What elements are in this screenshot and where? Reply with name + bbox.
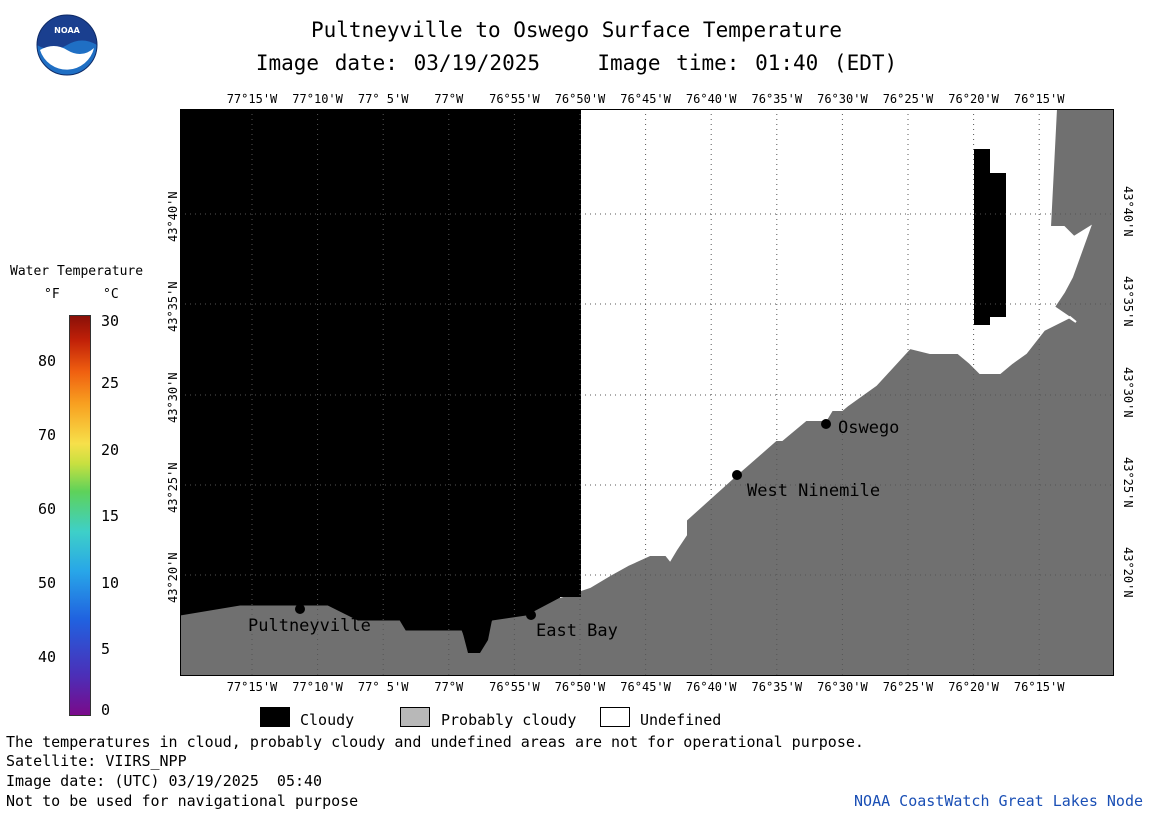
time-label: Image time:: [597, 51, 740, 75]
lon-label: 77°10'W: [292, 92, 343, 106]
lat-label: 43°30'N: [166, 372, 180, 423]
lon-label: 76°45'W: [620, 680, 671, 694]
map-border: [180, 109, 1114, 676]
lon-label: 77°15'W: [226, 92, 278, 106]
credit-link[interactable]: NOAA CoastWatch Great Lakes Node: [854, 792, 1143, 810]
scale-tick-f: 60: [38, 500, 57, 518]
scale-tick-f: 40: [38, 648, 57, 666]
cloud-streak-east: [974, 149, 1006, 325]
lon-label: 77°W: [434, 92, 464, 106]
east-bay-marker: [526, 610, 536, 620]
lon-label: 76°50'W: [554, 680, 606, 694]
scale-tick-f: 70: [38, 426, 57, 444]
legend-cloudy-swatch: [260, 707, 290, 727]
legend-undefined-swatch: [600, 707, 630, 727]
lat-label: 43°30'N: [1121, 367, 1135, 418]
graticule: [180, 109, 1114, 676]
lon-label: 76°35'W: [751, 92, 803, 106]
satellite-text: Satellite: VIIRS_NPP: [6, 752, 187, 770]
east-bay-label: East Bay: [536, 621, 618, 641]
pultneyville-marker: [295, 604, 305, 614]
lon-label: 77° 5'W: [357, 92, 409, 106]
noaa-logo-text: NOAA: [54, 26, 80, 35]
pultneyville-label: Pultneyville: [248, 616, 371, 636]
utc-date-text: Image date: (UTC) 03/19/2025 05:40: [6, 772, 323, 790]
navigation-warning: Not to be used for navigational purpose: [6, 792, 359, 810]
legend-probably-cloudy-label: Probably cloudy: [441, 711, 577, 729]
lon-label: 77°10'W: [292, 680, 343, 694]
temperature-map: [180, 109, 1114, 676]
coastline: [559, 109, 1092, 598]
lon-label: 76°40'W: [685, 92, 737, 106]
scale-tick-c: 25: [101, 374, 120, 392]
lat-label: 43°35'N: [166, 281, 180, 332]
scale-tick-c: 10: [101, 574, 120, 592]
lat-label: 43°25'N: [1121, 457, 1135, 508]
date-value: 03/19/2025: [413, 51, 541, 75]
lon-label: 76°15'W: [1013, 680, 1065, 694]
disclaimer-text: The temperatures in cloud, probably clou…: [6, 733, 864, 751]
lat-label: 43°35'N: [1121, 276, 1135, 327]
cloud-mass-west: [180, 109, 581, 653]
scale-tick-c: 5: [101, 640, 111, 658]
lon-label: 76°50'W: [554, 92, 606, 106]
legend-probably-cloudy-swatch: [400, 707, 430, 727]
lon-label: 76°25'W: [882, 92, 934, 106]
lon-label: 77° 5'W: [357, 680, 409, 694]
scale-tick-c: 30: [101, 312, 120, 330]
scale-tick-c: 20: [101, 441, 120, 459]
lon-label: 76°20'W: [948, 680, 999, 694]
oswego-label: Oswego: [838, 418, 900, 438]
lat-label: 43°25'N: [166, 462, 180, 513]
lon-label: 77°15'W: [226, 680, 278, 694]
scale-tick-f: 80: [38, 352, 57, 370]
image-datetime: Image date: 03/19/2025 Image time: 01:40…: [0, 51, 1153, 75]
scale-tick-c: 0: [101, 701, 111, 719]
lon-label: 76°30'W: [817, 92, 868, 106]
lon-label: 76°15'W: [1013, 92, 1065, 106]
lat-label: 43°20'N: [1121, 547, 1135, 598]
west-ninemile-label: West Ninemile: [747, 481, 881, 501]
color-scale-bar: [69, 315, 91, 716]
lon-label: 76°45'W: [620, 92, 671, 106]
noaa-logo: NOAA: [36, 14, 98, 76]
time-value: 01:40 (EDT): [755, 51, 898, 75]
legend-undefined-label: Undefined: [640, 711, 722, 729]
scale-tick-f: 50: [38, 574, 57, 592]
scale-unit-c: °C: [103, 287, 119, 302]
date-label: Image date:: [255, 51, 398, 75]
lon-label: 76°40'W: [685, 680, 737, 694]
scale-title: Water Temperature: [10, 264, 144, 279]
lat-label: 43°40'N: [166, 191, 180, 242]
oswego-marker: [821, 419, 831, 429]
west-ninemile-marker: [732, 470, 742, 480]
lon-label: 77°W: [434, 680, 464, 694]
page-title: Pultneyville to Oswego Surface Temperatu…: [310, 18, 842, 42]
lon-label: 76°55'W: [489, 92, 540, 106]
lat-label: 43°20'N: [166, 552, 180, 603]
lon-label: 76°30'W: [817, 680, 868, 694]
scale-unit-f: °F: [44, 287, 60, 302]
lat-label: 43°40'N: [1121, 186, 1135, 237]
scale-tick-c: 15: [101, 507, 120, 525]
lon-label: 76°20'W: [948, 92, 999, 106]
lon-label: 76°25'W: [882, 680, 934, 694]
lon-label: 76°35'W: [751, 680, 803, 694]
lon-label: 76°55'W: [489, 680, 540, 694]
legend-cloudy-label: Cloudy: [300, 711, 355, 729]
